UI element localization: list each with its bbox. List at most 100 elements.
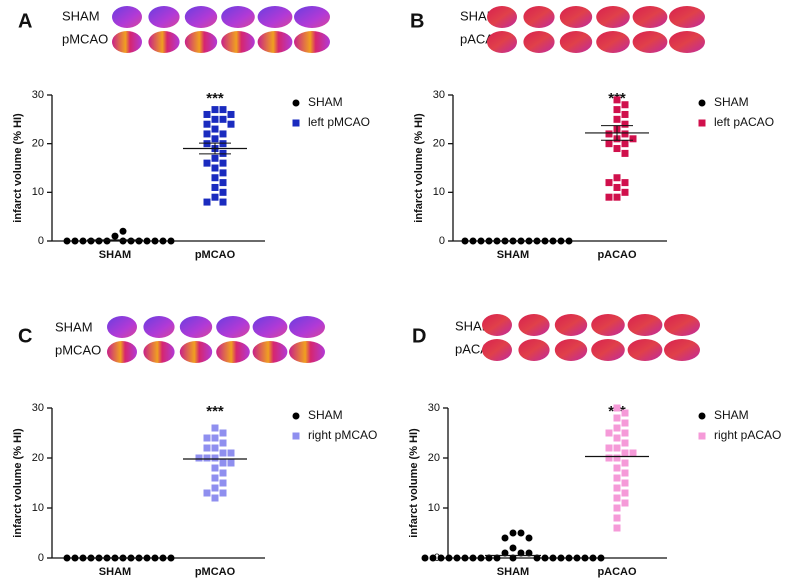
brain-slice	[596, 31, 630, 53]
legend-label: SHAM	[308, 408, 343, 422]
data-point	[605, 444, 613, 452]
data-point	[211, 464, 219, 472]
annotation: ***	[206, 403, 224, 420]
brain-slice	[143, 341, 175, 363]
brain-slice	[664, 339, 700, 361]
data-point	[621, 479, 629, 487]
data-point	[135, 237, 143, 245]
data-point	[203, 489, 211, 497]
data-point	[541, 554, 549, 562]
data-point	[111, 232, 119, 240]
legend-label: left pMCAO	[308, 115, 370, 129]
data-point	[219, 106, 227, 114]
data-point	[219, 439, 227, 447]
data-point	[533, 554, 541, 562]
data-point	[613, 183, 621, 191]
brain-slice	[669, 6, 705, 28]
brain-slice	[632, 31, 668, 53]
data-point	[211, 434, 219, 442]
data-point	[549, 554, 557, 562]
data-point	[613, 115, 621, 123]
data-point	[621, 469, 629, 477]
data-point	[151, 554, 159, 562]
brain-slice	[107, 341, 137, 363]
brain-slice	[184, 6, 218, 28]
data-point	[219, 115, 227, 123]
annotation: ***	[206, 90, 224, 107]
data-point	[613, 414, 621, 422]
data-point	[159, 237, 167, 245]
x-tick-label: pACAO	[597, 249, 637, 261]
data-point	[95, 237, 103, 245]
panel-letter: D	[412, 325, 426, 347]
data-point	[63, 237, 71, 245]
y-tick-label: 10	[433, 186, 445, 198]
data-point	[211, 193, 219, 201]
y-tick-label: 10	[32, 186, 44, 198]
data-point	[613, 514, 621, 522]
x-tick-label: SHAM	[99, 249, 131, 261]
data-point	[501, 549, 509, 557]
data-point	[87, 237, 95, 245]
data-point	[227, 449, 235, 457]
data-point	[477, 554, 485, 562]
data-point	[219, 198, 227, 206]
data-point	[613, 174, 621, 182]
data-point	[203, 110, 211, 118]
image-label: SHAM	[55, 319, 93, 334]
y-tick-label: 20	[428, 452, 440, 464]
data-point	[437, 554, 445, 562]
data-point	[501, 534, 509, 542]
data-point	[127, 237, 135, 245]
x-tick-label: SHAM	[497, 249, 529, 261]
y-tick-label: 30	[428, 402, 440, 414]
y-tick-label: 0	[439, 235, 445, 247]
data-point	[621, 110, 629, 118]
brain-slice	[523, 31, 555, 53]
data-point	[565, 554, 573, 562]
brain-slice	[487, 31, 517, 53]
data-point	[203, 454, 211, 462]
brain-slice	[143, 316, 175, 338]
data-point	[211, 135, 219, 143]
data-point	[469, 237, 477, 245]
brain-slice	[632, 6, 668, 28]
data-point	[203, 120, 211, 128]
data-point	[219, 449, 227, 457]
data-point	[573, 554, 581, 562]
data-point	[493, 554, 501, 562]
data-point	[219, 489, 227, 497]
data-point	[219, 130, 227, 138]
data-point	[629, 135, 637, 143]
brain-slice	[294, 6, 330, 28]
brain-slice	[112, 6, 142, 28]
data-point	[461, 237, 469, 245]
data-point	[203, 130, 211, 138]
data-point	[211, 164, 219, 172]
legend-marker	[698, 99, 706, 107]
data-point	[613, 484, 621, 492]
data-point	[143, 554, 151, 562]
legend-marker	[292, 99, 300, 107]
brain-slice	[221, 31, 255, 53]
data-point	[605, 130, 613, 138]
brain-slice	[294, 31, 330, 53]
data-point	[151, 237, 159, 245]
brain-slice	[107, 316, 137, 338]
y-tick-label: 30	[32, 402, 44, 414]
brain-slice	[257, 6, 293, 28]
brain-slice	[482, 314, 512, 336]
data-point	[219, 469, 227, 477]
data-point	[461, 554, 469, 562]
brain-slice	[148, 31, 180, 53]
panel-letter: A	[18, 10, 32, 32]
legend-marker	[698, 432, 706, 440]
y-axis-label: infarct volume (% HI)	[413, 113, 425, 223]
y-tick-label: 0	[38, 235, 44, 247]
data-point	[597, 554, 605, 562]
data-point	[605, 179, 613, 187]
data-point	[103, 237, 111, 245]
legend-label: SHAM	[308, 95, 343, 109]
brain-slice	[221, 6, 255, 28]
brain-slice	[257, 31, 293, 53]
